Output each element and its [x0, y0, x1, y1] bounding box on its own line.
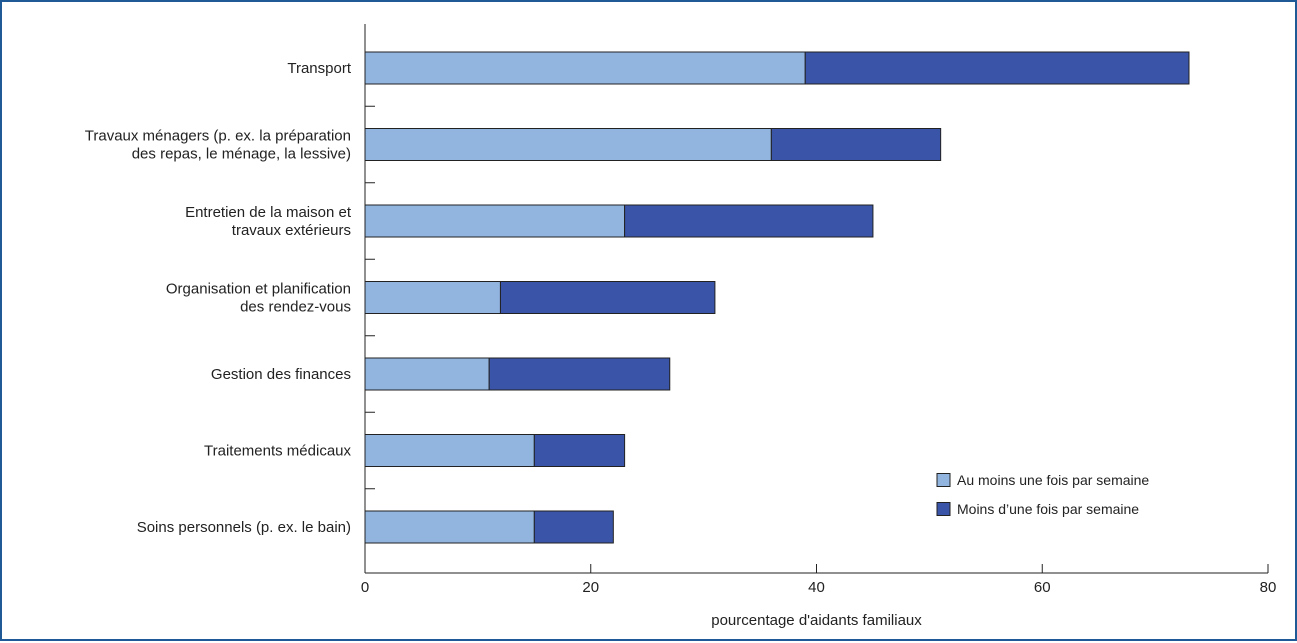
bar-4-series-2 — [499, 281, 716, 314]
bar-3-series-2 — [624, 204, 874, 238]
x-tick-label: 20 — [582, 579, 599, 596]
axes-layer: 0 20 40 60 80 pourcentage d'aidants familiaux — [361, 24, 1277, 629]
bar-1-series-1 — [364, 51, 806, 85]
x-axis-title: pourcentage d'aidants familiaux — [711, 612, 922, 629]
x-tick-label: 0 — [361, 579, 369, 596]
legend-label-1: Au moins une fois par semaine — [957, 472, 1149, 488]
bar-2-series-2 — [770, 128, 942, 161]
x-tick-label: 60 — [1034, 579, 1051, 596]
bar-3-series-1 — [364, 204, 626, 238]
legend-swatch-1 — [936, 473, 951, 487]
category-label-2: Travaux ménagers (p. ex. la préparation d… — [85, 128, 351, 163]
bar-6-series-1 — [364, 434, 535, 467]
bars-layer — [364, 51, 1190, 544]
category-labels-layer: Transport Travaux ménagers (p. ex. la pré… — [85, 60, 352, 536]
category-label-1: Transport — [287, 60, 351, 77]
legend-swatch-2 — [936, 502, 951, 516]
category-label-5: Gestion des finances — [211, 366, 351, 383]
bar-5-series-1 — [364, 357, 490, 391]
category-label-7: Soins personnels (p. ex. le bain) — [137, 519, 351, 536]
x-tick-label: 40 — [808, 579, 825, 596]
bar-7-series-2 — [533, 510, 614, 544]
category-label-3: Entretien de la maison et travaux extérie… — [185, 204, 352, 239]
legend-label-2: Moins d’une fois par semaine — [957, 501, 1139, 517]
category-label-6: Traitements médicaux — [204, 443, 351, 460]
bar-7-series-1 — [364, 510, 535, 544]
bar-4-series-1 — [364, 281, 501, 314]
category-label-4: Organisation et planification des rendez-… — [166, 281, 351, 316]
bar-6-series-2 — [533, 434, 626, 467]
bar-2-series-1 — [364, 128, 772, 161]
bar-5-series-2 — [488, 357, 671, 391]
legend: Au moins une fois par semaine Moins d’une… — [936, 472, 1149, 517]
bar-1-series-2 — [804, 51, 1190, 85]
x-tick-label: 80 — [1260, 579, 1277, 596]
